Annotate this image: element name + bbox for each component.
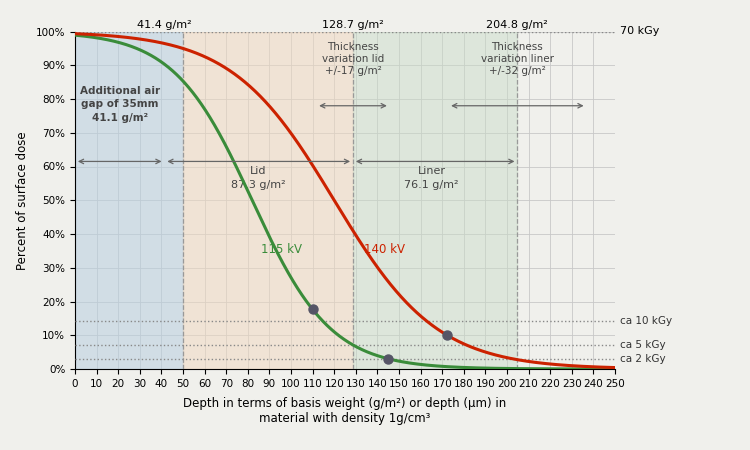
Text: 115 kV: 115 kV bbox=[261, 243, 302, 256]
Text: 41.4 g/m²: 41.4 g/m² bbox=[137, 20, 192, 30]
Text: 204.8 g/m²: 204.8 g/m² bbox=[487, 20, 548, 30]
Text: 70 kGy: 70 kGy bbox=[620, 27, 660, 36]
Bar bbox=[75, 32, 183, 369]
Text: ca 10 kGy: ca 10 kGy bbox=[620, 316, 673, 326]
X-axis label: Depth in terms of basis weight (g/m²) or depth (μm) in
material with density 1g/: Depth in terms of basis weight (g/m²) or… bbox=[183, 397, 507, 425]
Text: 140 kV: 140 kV bbox=[364, 243, 406, 256]
Y-axis label: Percent of surface dose: Percent of surface dose bbox=[16, 131, 28, 270]
Text: Additional air
gap of 35mm
41.1 g/m²: Additional air gap of 35mm 41.1 g/m² bbox=[80, 86, 160, 122]
Text: Thickness
variation liner
+/-32 g/m²: Thickness variation liner +/-32 g/m² bbox=[481, 42, 554, 76]
Text: 128.7 g/m²: 128.7 g/m² bbox=[322, 20, 384, 30]
Text: Liner
76.1 g/m²: Liner 76.1 g/m² bbox=[404, 166, 459, 190]
Text: ca 2 kGy: ca 2 kGy bbox=[620, 354, 666, 364]
Bar bbox=[183, 32, 353, 369]
Text: ca 5 kGy: ca 5 kGy bbox=[620, 340, 666, 350]
Bar bbox=[353, 32, 518, 369]
Text: Thickness
variation lid
+/-17 g/m²: Thickness variation lid +/-17 g/m² bbox=[322, 42, 384, 76]
Text: Lid
87.3 g/m²: Lid 87.3 g/m² bbox=[231, 166, 286, 190]
